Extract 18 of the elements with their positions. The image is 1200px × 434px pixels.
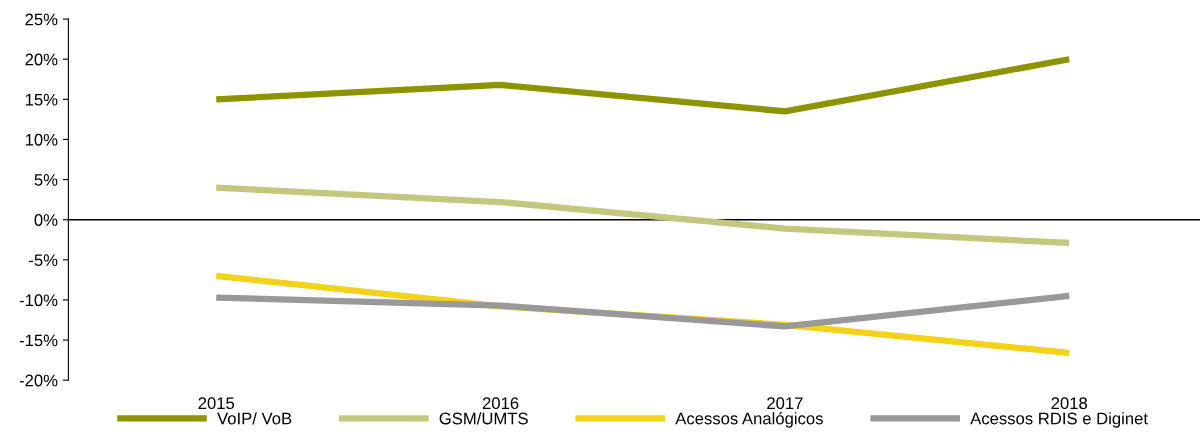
legend-label: Acessos RDIS e Diginet xyxy=(970,412,1148,428)
y-tick-label: 5% xyxy=(34,174,58,186)
y-tick-label: 20% xyxy=(25,53,58,66)
y-tick-label: 15% xyxy=(25,93,58,106)
y-tick-label: -20% xyxy=(19,374,58,387)
y-tick-label: -15% xyxy=(19,334,58,347)
y-tick-label: 0% xyxy=(34,214,58,226)
x-tick-label: 2016 xyxy=(482,397,519,410)
legend-label: VoIP/ VoB xyxy=(217,412,292,425)
y-tick-label: -10% xyxy=(19,294,58,307)
x-tick-label: 2017 xyxy=(767,397,803,410)
y-tick-label: 25% xyxy=(25,13,58,26)
y-tick-label: -5% xyxy=(29,254,58,267)
y-tick-label: 10% xyxy=(25,133,58,146)
x-tick-label: 2015 xyxy=(198,397,235,410)
legend-label: Acessos Analógicos xyxy=(675,411,823,428)
legend-label: GSM/UMTS xyxy=(439,412,528,425)
x-tick-label: 2018 xyxy=(1051,397,1088,410)
